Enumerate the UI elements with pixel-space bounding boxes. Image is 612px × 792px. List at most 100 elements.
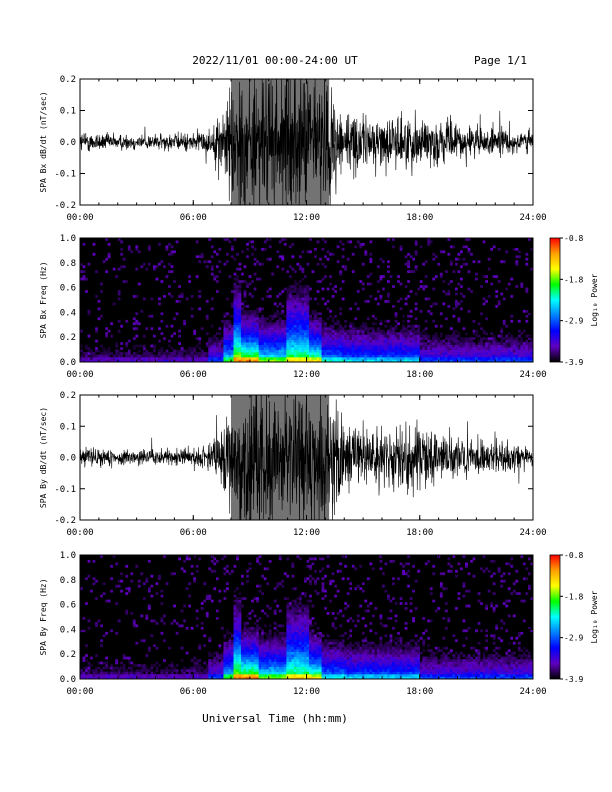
spectrogram-cell (457, 334, 461, 338)
spectrogram-cell (281, 349, 285, 353)
spectrogram-cell (311, 651, 315, 655)
spectrogram-cell (424, 332, 428, 336)
spectrogram-cell (97, 666, 101, 670)
spectrogram-cell (344, 354, 348, 358)
spectrogram-cell (475, 352, 478, 355)
spectrogram-cell (160, 347, 164, 350)
spectrogram-cell (263, 347, 267, 350)
spectrogram-cell (319, 324, 322, 328)
spectrogram-cell (253, 674, 257, 677)
spectrogram-cell (228, 322, 232, 326)
spectrogram-cell (309, 646, 312, 650)
spectrogram-cell (419, 359, 423, 363)
spectrogram-cell (477, 357, 481, 360)
spectrogram-cell (92, 582, 96, 586)
spectrogram-cell (238, 280, 242, 283)
spectrogram-cell (512, 354, 516, 358)
spectrogram-cell (319, 646, 322, 650)
spectrogram-cell (183, 619, 186, 623)
spectrogram-cell (170, 347, 174, 350)
spectrogram-cell (273, 302, 277, 306)
spectrogram-cell (276, 295, 280, 298)
spectrogram-cell (273, 654, 277, 657)
spectrogram-cell (399, 352, 403, 355)
spectrogram-cell (220, 669, 224, 672)
spectrogram-cell (142, 669, 146, 672)
spectrogram-cell (341, 359, 345, 363)
spectrogram-cell (354, 245, 358, 249)
spectrogram-cell (460, 349, 463, 353)
spectrogram-cell (409, 324, 413, 328)
spectrogram-cell (454, 262, 458, 266)
spectrogram-cell (180, 295, 184, 298)
spectrogram-cell (293, 304, 297, 308)
spectrogram-cell (281, 639, 285, 643)
spectrogram-cell (303, 344, 307, 348)
spectrogram-cell (263, 357, 267, 360)
spectrogram-cell (168, 262, 171, 266)
spectrogram-cell (452, 337, 456, 340)
spectrogram-cell (203, 582, 207, 586)
spectrogram-cell (291, 329, 295, 333)
spectrogram-cell (158, 574, 161, 578)
spectrogram-cell (402, 327, 405, 331)
spectrogram-cell (412, 257, 416, 261)
spectrogram-cell (246, 324, 249, 328)
spectrogram-cell (324, 607, 327, 610)
spectrogram-cell (457, 252, 461, 256)
spectrogram-cell (379, 295, 383, 298)
spectrogram-cell (374, 342, 378, 345)
spectrogram-cell (276, 676, 280, 680)
spectrogram-cell (316, 352, 320, 355)
spectrogram-cell (291, 607, 295, 610)
spectrogram-cell (266, 639, 270, 643)
spectrogram-cell (100, 282, 103, 286)
spectrogram-cell (472, 329, 476, 333)
spectrogram-cell (261, 342, 265, 345)
spectrogram-cell (316, 644, 320, 648)
spectrogram-cell (263, 344, 267, 348)
spectrogram-cell (193, 661, 197, 665)
spectrogram-cell (268, 651, 272, 655)
spectrogram-cell (301, 295, 305, 298)
spectrogram-cell (236, 599, 239, 603)
spectrogram-cell (394, 347, 398, 350)
spectrogram-cell (261, 327, 265, 331)
spectrogram-cell (517, 359, 521, 363)
spectrogram-cell (258, 617, 262, 620)
spectrogram-cell (266, 337, 270, 340)
spectrogram-cell (210, 255, 214, 259)
spectrogram-cell (392, 354, 395, 358)
spectrogram-cell (296, 624, 300, 628)
spectrogram-cell (364, 349, 368, 353)
spectrogram-cell (379, 337, 383, 340)
spectrogram-cell (256, 309, 259, 313)
spectrogram-cell (278, 327, 282, 331)
spectrogram-cell (392, 352, 395, 355)
spectrogram-cell (152, 344, 156, 348)
spectrogram-cell (180, 357, 184, 360)
spectrogram-cell (291, 649, 295, 653)
spectrogram-cell (449, 337, 453, 340)
spectrogram-cell (321, 287, 325, 291)
spectrogram-cell (404, 357, 408, 360)
spectrogram-cell (233, 238, 237, 241)
spectrogram-cell (246, 634, 249, 638)
spectrogram-cell (449, 354, 453, 358)
spectrogram-cell (485, 280, 488, 283)
spectrogram-cell (261, 609, 265, 613)
spectrogram-cell (258, 319, 262, 323)
spectrogram-cell (90, 656, 93, 660)
spectrogram-cell (261, 349, 265, 353)
spectrogram-cell (271, 644, 275, 648)
spectrogram-cell (429, 312, 433, 316)
spectrogram-cell (228, 332, 232, 336)
spectrogram-cell (407, 332, 410, 336)
spectrogram-cell (225, 564, 229, 568)
spectrogram-cell (291, 357, 295, 360)
spectrogram-cell (246, 659, 249, 662)
spectrogram-cell (188, 354, 192, 358)
spectrogram-cell (253, 317, 257, 321)
spectrogram-cell (286, 602, 290, 605)
spectrogram-cell (258, 639, 262, 643)
